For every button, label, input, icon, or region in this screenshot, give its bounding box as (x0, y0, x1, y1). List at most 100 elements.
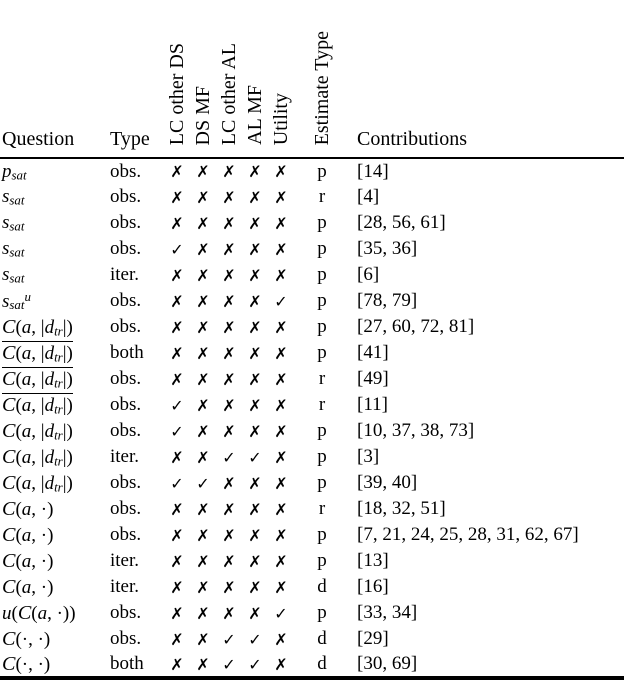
table-row: ssat obs. ✗ ✗ ✗ ✗ ✗ p [28, 56, 61] (0, 210, 624, 236)
math-segment: ( (15, 395, 22, 416)
cross-mark-icon: ✗ (196, 162, 210, 181)
cross-mark-icon: ✗ (248, 317, 262, 337)
question-math: C(a, ·) (2, 524, 53, 547)
question-math: C(a, ·) (2, 550, 53, 573)
question-cell: C(a, |dtr|) (0, 366, 108, 392)
cross-mark-icon: ✗ (222, 291, 236, 311)
cross-mark-icon: ✗ (222, 395, 236, 415)
cross-mark-icon: ✗ (170, 603, 184, 623)
type-cell: obs. (110, 602, 142, 623)
question-cell: ssat (0, 184, 108, 210)
cross-mark-icon: ✗ (222, 421, 236, 441)
cross-mark-icon: ✗ (274, 421, 288, 441)
question-cell: C(a, ·) (0, 496, 108, 522)
math-segment: C (2, 575, 16, 598)
cross-mark-icon: ✗ (274, 187, 288, 207)
cross-mark-icon: ✗ (170, 343, 184, 363)
math-segment: a (21, 395, 32, 416)
math-segment: a (21, 446, 32, 468)
cross-mark-icon: ✗ (248, 551, 262, 571)
math-segment: a (21, 472, 32, 494)
cross-mark-icon: ✗ (170, 654, 184, 674)
question-cell: C(a, ·) (0, 548, 108, 574)
type-cell: both (110, 342, 144, 363)
math-segment: sat (11, 166, 27, 182)
cross-mark-icon: ✗ (222, 473, 236, 493)
question-cell: C(a, ·) (0, 574, 108, 600)
math-segment: C (2, 627, 16, 650)
estimate-cell: d (317, 576, 327, 597)
contributions-cell: [27, 60, 72, 81] (357, 316, 475, 337)
cross-mark-icon: ✗ (222, 265, 236, 285)
cross-mark-icon: ✗ (170, 317, 184, 337)
contributions-cell: [4] (357, 186, 380, 207)
cross-mark-icon: ✗ (274, 551, 288, 571)
question-cell: C(·, ·) (0, 626, 108, 652)
math-segment: s (2, 186, 10, 207)
table-row: ssat iter. ✗ ✗ ✗ ✗ ✗ p [6] (0, 262, 624, 288)
contributions-cell: [10, 37, 38, 73] (357, 420, 475, 441)
type-cell: iter. (110, 264, 140, 285)
question-cell: C(a, |dtr|) (0, 444, 108, 470)
contributions-cell: [33, 34] (357, 602, 418, 623)
cross-mark-icon: ✗ (248, 343, 262, 363)
header-row: Question Type LC other DS DS MF LC other… (0, 0, 624, 159)
cross-mark-icon: ✗ (248, 291, 262, 311)
col-header-utility: Utility (268, 0, 294, 159)
math-segment: , ·) (31, 498, 54, 520)
math-segment: |) (62, 343, 73, 364)
estimate-cell: p (317, 446, 327, 467)
cross-mark-icon: ✗ (170, 577, 184, 597)
math-segment: |) (62, 316, 73, 338)
contributions-cell: [14] (357, 160, 389, 182)
table-row: C(·, ·) obs. ✗ ✗ ✓ ✓ ✗ d [29] (0, 626, 624, 652)
cross-mark-icon: ✗ (222, 162, 236, 181)
contributions-cell: [28, 56, 61] (357, 212, 446, 233)
cross-mark-icon: ✗ (196, 187, 210, 207)
math-segment: |) (62, 446, 73, 468)
col-header-type: Type (108, 0, 164, 159)
cross-mark-icon: ✗ (248, 265, 262, 285)
estimate-cell: r (318, 498, 326, 519)
table-row: ssatu obs. ✗ ✗ ✗ ✗ ✓ p [78, 79] (0, 288, 624, 314)
math-segment: |) (62, 472, 73, 494)
col-header-lc-other-ds: LC other DS (164, 0, 190, 159)
question-math: C(·, ·) (2, 628, 50, 651)
type-cell: obs. (110, 212, 142, 233)
estimate-cell: p (317, 602, 327, 623)
math-segment: d (44, 369, 55, 390)
math-segment: ( (15, 472, 22, 494)
question-math: ssat (2, 212, 24, 234)
question-math: C(a, |dtr|) (2, 420, 73, 443)
math-segment: ( (15, 343, 22, 364)
cross-mark-icon: ✗ (196, 629, 210, 649)
table-row: psat obs. ✗ ✗ ✗ ✗ ✗ p [14] (0, 158, 624, 184)
type-cell: iter. (110, 550, 140, 571)
math-segment: s (2, 212, 10, 233)
math-segment: a (21, 498, 32, 520)
estimate-cell: r (318, 368, 326, 389)
math-segment: ( (15, 498, 22, 520)
question-cell: C(a, |dtr|) (0, 470, 108, 496)
question-math: C(a, |dtr|) (2, 316, 73, 339)
math-segment: d (44, 420, 55, 442)
math-segment: tr (54, 478, 63, 494)
cross-mark-icon: ✗ (196, 317, 210, 337)
estimate-cell: p (317, 420, 327, 441)
rotated-header-label: LC other AL (217, 42, 240, 145)
math-segment: ( (15, 316, 22, 338)
type-cell: obs. (110, 472, 142, 493)
math-segment: a (21, 550, 32, 572)
estimate-cell: p (317, 550, 327, 571)
question-math: u(C(a, ·)) (2, 602, 76, 625)
type-cell: obs. (110, 316, 142, 337)
math-segment: , | (31, 420, 45, 442)
table-row: C(a, ·) obs. ✗ ✗ ✗ ✗ ✗ r [18, 32, 51] (0, 496, 624, 522)
cross-mark-icon: ✗ (222, 525, 236, 545)
math-segment: a (37, 602, 48, 624)
rotated-header-label: DS MF (191, 85, 214, 145)
cross-mark-icon: ✗ (222, 213, 236, 233)
question-cell: u(C(a, ·)) (0, 600, 108, 626)
check-mark-icon: ✓ (170, 395, 184, 415)
contributions-cell: [3] (357, 446, 380, 467)
